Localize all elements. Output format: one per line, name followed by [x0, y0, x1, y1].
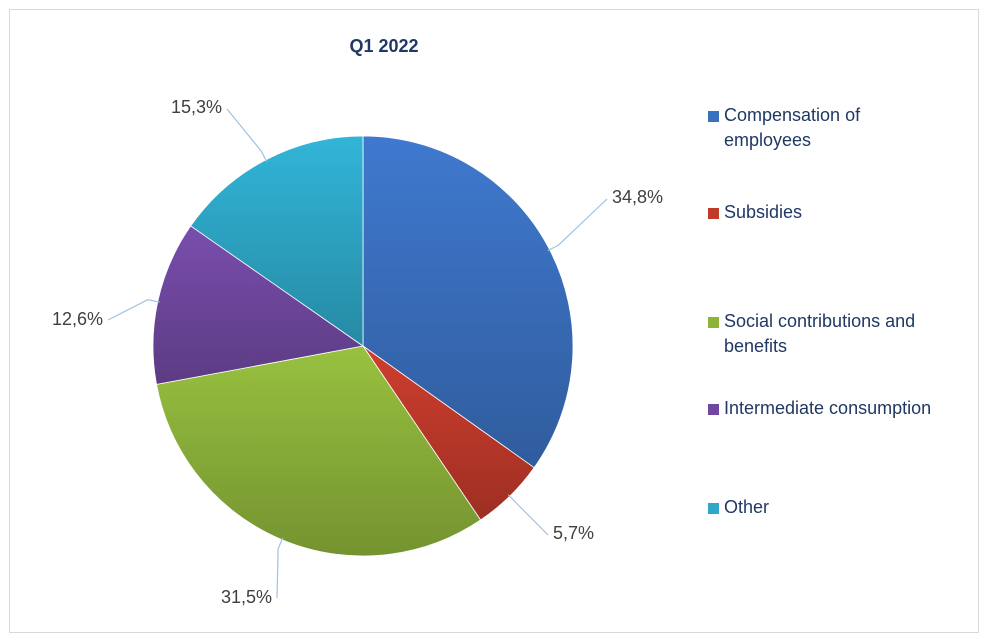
leader-line — [107, 299, 160, 321]
legend-label: Intermediate consumption — [724, 398, 931, 418]
legend: Compensation of employees Subsidies Social … — [708, 105, 931, 517]
legend-label: Subsidies — [724, 202, 802, 222]
legend-label: Social contributions and benefits — [724, 311, 915, 356]
data-label: 12,6% — [52, 309, 103, 329]
data-label: 5,7% — [553, 523, 594, 543]
legend-swatch — [708, 404, 719, 415]
data-labels: 34,8% 5,7% 31,5% 12,6% 15,3% — [52, 97, 663, 607]
data-label: 15,3% — [171, 97, 222, 117]
leader-line — [276, 537, 284, 599]
leader-line — [226, 108, 268, 162]
leader-line — [507, 494, 549, 536]
pie-slices — [152, 135, 574, 557]
legend-swatch — [708, 111, 719, 122]
legend-label: Compensation of employees — [724, 105, 861, 150]
legend-label: Other — [724, 497, 769, 517]
leader-line — [547, 198, 608, 252]
legend-swatch — [708, 208, 719, 219]
chart-title: Q1 2022 — [349, 36, 418, 56]
data-label: 34,8% — [612, 187, 663, 207]
leader-lines — [107, 108, 608, 599]
legend-swatch — [708, 317, 719, 328]
legend-swatch — [708, 503, 719, 514]
data-label: 31,5% — [221, 587, 272, 607]
